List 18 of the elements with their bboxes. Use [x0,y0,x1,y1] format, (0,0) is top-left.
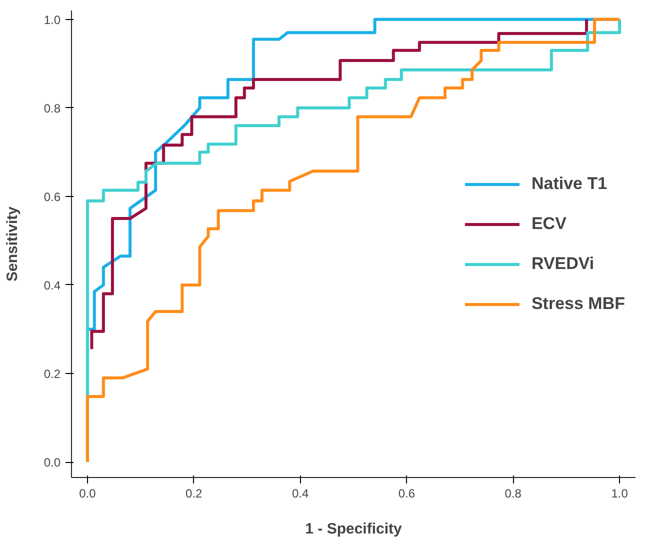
x-tick-label: 0.8 [504,486,522,500]
x-tick-label: 0.4 [292,486,309,500]
y-tick-label: 0.8 [44,101,61,116]
legend-label: RVEDVi [531,254,594,274]
x-tick-label: 0.6 [398,486,416,500]
y-tick-label: 0.2 [44,366,61,381]
x-tick-label: 0.0 [79,486,96,500]
x-tick-label: 1.0 [611,486,628,500]
y-axis-title: Sensitivity [4,206,21,282]
y-tick-label: 0.0 [44,456,61,470]
y-tick-label: 0.6 [44,190,61,204]
y-tick-label: 0.4 [44,278,61,292]
x-axis-title: 1 - Specificity [305,520,403,538]
x-tick-label: 0.2 [186,486,203,500]
legend-label: ECV [531,214,566,234]
legend-label: Stress MBF [531,294,625,314]
legend-label: Native T1 [531,174,608,194]
y-tick-label: 1.0 [44,12,61,27]
